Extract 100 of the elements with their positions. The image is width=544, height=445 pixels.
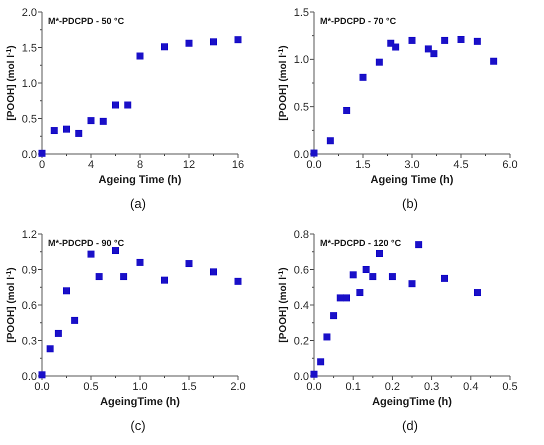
point xyxy=(415,241,422,248)
x-tick-label: 0.5 xyxy=(502,381,518,393)
point xyxy=(392,44,400,51)
text: (b) xyxy=(402,196,418,211)
point xyxy=(161,276,168,284)
point xyxy=(100,118,107,125)
point xyxy=(490,58,498,65)
y-tick-label: 0.6 xyxy=(22,300,37,312)
y-tick-label: 0.0 xyxy=(294,370,309,383)
x-tick-label: 2.0 xyxy=(230,381,246,393)
text: (a) xyxy=(130,196,146,211)
point xyxy=(54,330,62,337)
point xyxy=(424,45,432,52)
point xyxy=(326,137,334,144)
y-tick-label: 0.0 xyxy=(22,370,37,383)
point xyxy=(75,130,82,137)
x-tick-label: 1.5 xyxy=(355,159,371,171)
point xyxy=(186,40,192,47)
point xyxy=(96,273,103,280)
point xyxy=(350,271,357,278)
point xyxy=(71,316,78,324)
point xyxy=(46,345,54,352)
x-tick-label: 1.5 xyxy=(181,381,197,393)
x-tick-label: 0.0 xyxy=(306,159,322,171)
point xyxy=(343,294,350,302)
x-tick-label: 0.2 xyxy=(384,381,400,393)
chart-title: M*-PDCPD - 90 °C xyxy=(48,238,125,248)
point xyxy=(474,38,481,45)
point xyxy=(63,287,70,294)
point xyxy=(124,102,132,109)
point xyxy=(441,36,448,44)
x-tick-label: 8 xyxy=(136,159,144,171)
point xyxy=(441,274,448,282)
x-tick-label: 6.0 xyxy=(502,159,518,171)
x-tick-label: 12 xyxy=(182,159,196,171)
point xyxy=(88,250,94,258)
point xyxy=(120,273,128,280)
y-tick-label: 0.8 xyxy=(294,228,309,241)
point xyxy=(356,289,364,296)
point xyxy=(234,278,242,285)
x-tick-label: 0 xyxy=(38,159,46,171)
x-tick-label: 4.5 xyxy=(453,159,469,171)
y-tick-label: 0.6 xyxy=(294,264,309,276)
point xyxy=(161,43,168,50)
point xyxy=(408,36,416,44)
point xyxy=(210,38,217,46)
x-axis-title: AgeingTime (h) xyxy=(100,396,180,408)
x-tick-label: 0.0 xyxy=(34,381,50,393)
y-tick-label: 0.3 xyxy=(22,335,37,348)
x-tick-label: 0.1 xyxy=(346,381,361,393)
x-tick-label: 0.3 xyxy=(424,381,440,393)
y-tick-label: 1.0 xyxy=(22,78,37,90)
point xyxy=(376,250,383,258)
y-tick-label: 1.0 xyxy=(294,54,309,66)
point xyxy=(63,126,70,133)
chart-title: M*-PDCPD - 120 °C xyxy=(320,238,402,248)
point xyxy=(186,260,192,268)
point xyxy=(317,358,324,366)
point xyxy=(136,52,144,60)
x-tick-label: 4 xyxy=(88,159,94,171)
y-tick-label: 0.5 xyxy=(294,102,309,114)
point xyxy=(376,58,383,66)
y-tick-label: 1.5 xyxy=(294,6,309,19)
chart-title: M*-PDCPD - 70 °C xyxy=(320,16,397,26)
y-tick-label: 0.4 xyxy=(294,300,309,312)
x-tick-label: 0.0 xyxy=(306,381,322,393)
point xyxy=(112,247,119,254)
x-axis-title: Ageing Time (h) xyxy=(98,174,182,186)
point xyxy=(112,102,119,109)
point xyxy=(234,36,242,44)
point xyxy=(323,333,330,340)
x-tick-label: 16 xyxy=(232,159,244,171)
point xyxy=(408,280,416,288)
y-tick-label: 0.9 xyxy=(22,264,37,276)
point xyxy=(136,258,144,266)
y-tick-label: 1.2 xyxy=(22,228,37,241)
y-tick-label: 2.0 xyxy=(22,6,37,19)
x-axis-title: Ageing Time (h) xyxy=(370,174,454,186)
point xyxy=(369,273,376,280)
point xyxy=(343,106,350,114)
x-tick-label: 0.5 xyxy=(83,381,99,393)
point xyxy=(210,268,217,276)
point xyxy=(360,74,366,81)
chart-title: M*-PDCPD - 50 °C xyxy=(48,16,125,26)
x-axis-title: AgeingTime (h) xyxy=(372,396,452,408)
point xyxy=(474,289,481,296)
x-tick-label: 3.0 xyxy=(404,159,420,171)
y-tick-label: 0.0 xyxy=(294,148,309,161)
y-tick-label: 1.5 xyxy=(22,42,37,54)
x-tick-label: 0.4 xyxy=(463,381,478,393)
text: (c) xyxy=(130,418,146,433)
y-tick-label: 0.2 xyxy=(294,335,309,348)
point xyxy=(458,36,464,43)
point xyxy=(388,273,396,280)
point xyxy=(330,312,338,320)
y-tick-label: 0.0 xyxy=(22,148,37,161)
point xyxy=(430,50,438,58)
text: (d) xyxy=(402,418,418,433)
point xyxy=(88,117,94,124)
point xyxy=(362,266,370,273)
